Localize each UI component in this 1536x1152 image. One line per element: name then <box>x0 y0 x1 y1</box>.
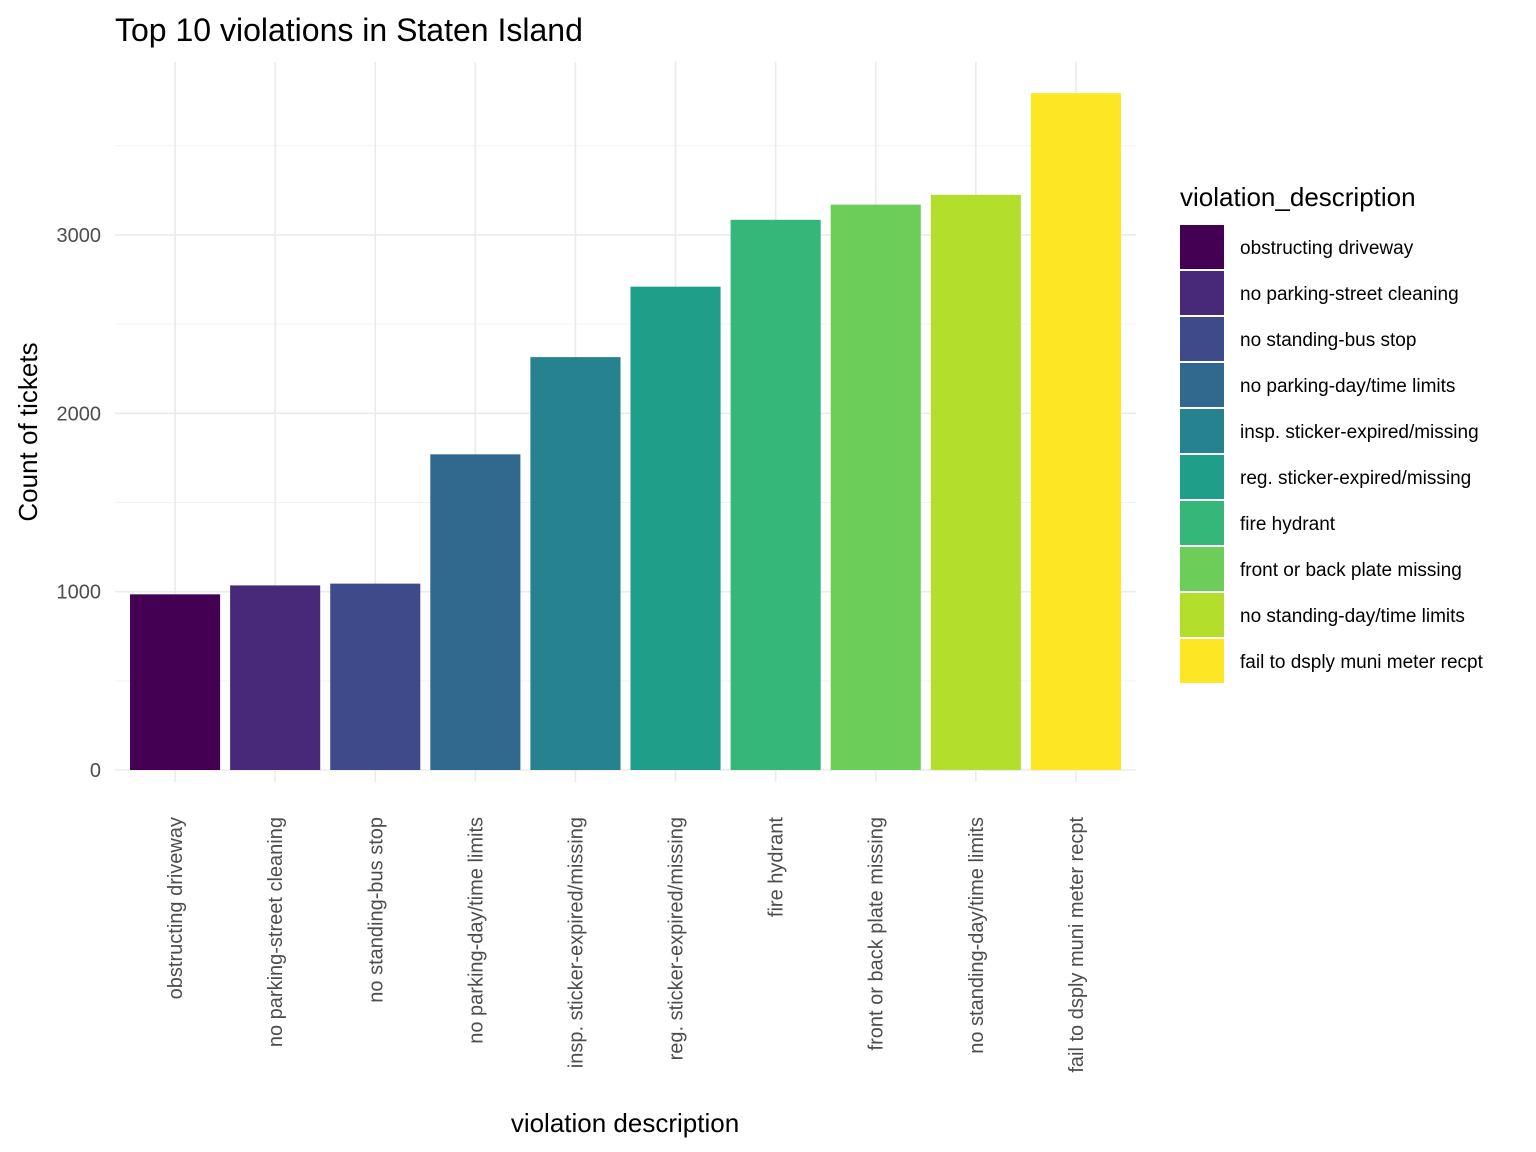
legend-label: reg. sticker-expired/missing <box>1240 468 1471 489</box>
legend-label: no parking-street cleaning <box>1240 284 1459 305</box>
x-tick-label: no standing-day/time limits <box>966 817 988 1054</box>
legend: violation_description obstructing drivew… <box>1180 182 1484 683</box>
legend-key <box>1180 593 1224 637</box>
y-tick-label: 3000 <box>57 225 102 247</box>
x-axis-ticks: obstructing driveway no parking-street cl… <box>165 817 1088 1073</box>
bar: no standing-day/time limits: 3225 <box>930 194 1021 771</box>
legend-label: no parking-day/time limits <box>1240 376 1455 397</box>
y-tick-label: 2000 <box>57 403 102 425</box>
x-tick-label: fire hydrant <box>766 817 788 917</box>
x-tick-label: fail to dsply muni meter recpt <box>1066 817 1088 1073</box>
x-tick-label: reg. sticker-expired/missing <box>666 817 688 1060</box>
bar: no standing-bus stop: 1045 <box>330 583 421 770</box>
bars: obstructing driveway: 985no parking-stre… <box>130 93 1121 771</box>
legend-key <box>1180 639 1224 683</box>
y-tick-label: 0 <box>90 760 101 782</box>
legend-key <box>1180 547 1224 591</box>
legend-label: insp. sticker-expired/missing <box>1240 422 1479 443</box>
legend-key <box>1180 501 1224 545</box>
chart-title: Top 10 violations in Staten Island <box>115 12 583 48</box>
legend-label: no standing-day/time limits <box>1240 606 1465 627</box>
bar: obstructing driveway: 985 <box>130 594 221 770</box>
legend-key <box>1180 271 1224 315</box>
bar: no parking-street cleaning: 1035 <box>230 585 321 770</box>
x-tick-label: insp. sticker-expired/missing <box>565 817 587 1068</box>
x-axis-title: violation description <box>511 1108 739 1138</box>
x-tick-label: obstructing driveway <box>165 817 187 999</box>
legend-label: fail to dsply muni meter recpt <box>1240 652 1484 673</box>
legend-key <box>1180 409 1224 453</box>
legend-key <box>1180 455 1224 499</box>
y-tick-label: 1000 <box>57 582 102 604</box>
y-axis-title: Count of tickets <box>13 342 43 521</box>
x-tick-label: no parking-day/time limits <box>465 817 487 1044</box>
bar: insp. sticker-expired/missing: 2315 <box>530 357 621 770</box>
bar: fire hydrant: 3085 <box>730 219 821 770</box>
legend-items: obstructing driveway no parking-street cl… <box>1180 225 1484 683</box>
bar: no parking-day/time limits: 1770 <box>430 454 521 770</box>
legend-key <box>1180 363 1224 407</box>
x-tick-label: front or back plate missing <box>866 817 888 1050</box>
y-axis-ticks: 0 1000 2000 3000 <box>57 225 102 782</box>
legend-title: violation_description <box>1180 182 1416 212</box>
legend-label: front or back plate missing <box>1240 560 1462 581</box>
x-tick-label: no standing-bus stop <box>365 817 387 1003</box>
legend-label: no standing-bus stop <box>1240 330 1416 351</box>
legend-key <box>1180 317 1224 361</box>
bar: reg. sticker-expired/missing: 2710 <box>630 286 721 770</box>
legend-label: fire hydrant <box>1240 514 1336 535</box>
x-tick-label: no parking-street cleaning <box>265 817 287 1047</box>
legend-key <box>1180 225 1224 269</box>
legend-label: obstructing driveway <box>1240 238 1414 259</box>
bar: front or back plate missing: 3170 <box>830 204 921 770</box>
bar: fail to dsply muni meter recpt: 3795 <box>1030 93 1121 771</box>
